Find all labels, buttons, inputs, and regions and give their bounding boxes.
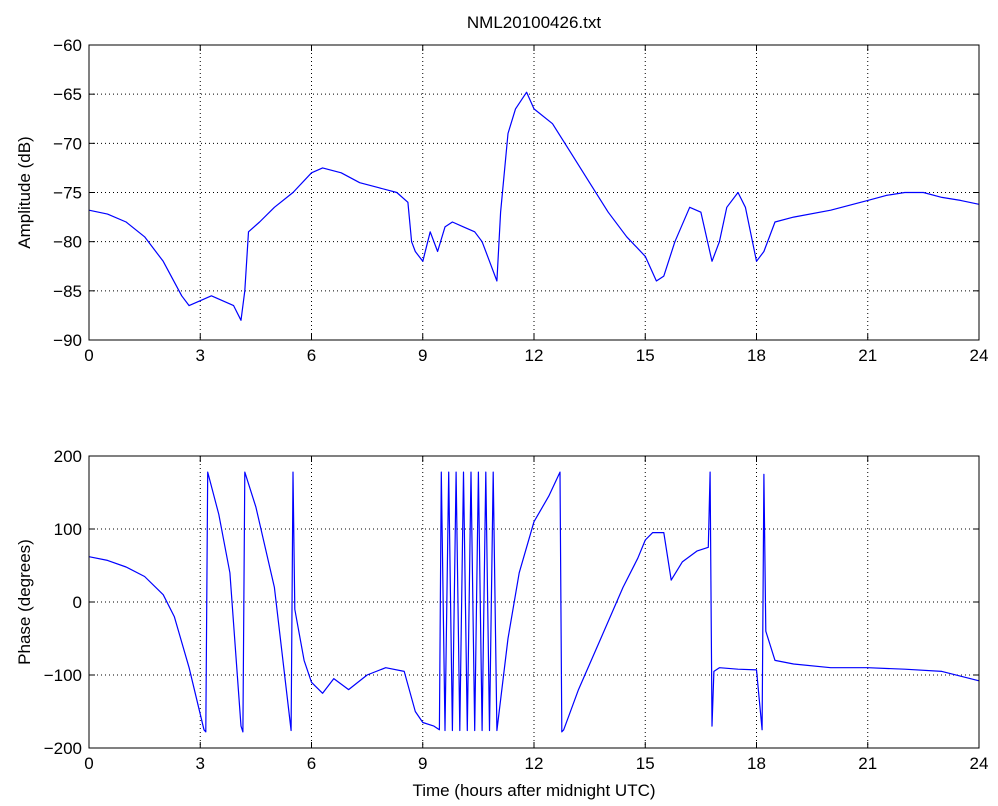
- phase-x-tick-labels: 0 3 6 9 12 15 18 21 24: [84, 754, 988, 773]
- phase-y-tick-label: 0: [73, 593, 82, 612]
- phase-x-tick-label: 9: [418, 754, 427, 773]
- amplitude-y-tick-label: −80: [53, 233, 82, 252]
- phase-x-tick-label: 15: [636, 754, 655, 773]
- amplitude-y-tick-label: −70: [53, 134, 82, 153]
- amplitude-x-tick-label: 3: [196, 346, 205, 365]
- phase-series-polyline: [88, 471, 980, 733]
- amplitude-y-tick-label: −85: [53, 282, 82, 301]
- phase-y-tick-label: 100: [54, 520, 82, 539]
- amplitude-grid: [89, 45, 979, 340]
- amplitude-x-tick-label: 15: [636, 346, 655, 365]
- amplitude-x-tick-label: 24: [970, 346, 989, 365]
- amplitude-series-polyline: [88, 91, 980, 321]
- amplitude-series-line: [88, 91, 980, 321]
- amplitude-x-tick-label: 12: [525, 346, 544, 365]
- amplitude-y-tick-label: −65: [53, 85, 82, 104]
- phase-x-tick-label: 24: [970, 754, 989, 773]
- phase-x-tick-label: 21: [858, 754, 877, 773]
- phase-x-axis-label: Time (hours after midnight UTC): [412, 781, 655, 800]
- phase-x-tick-label: 0: [84, 754, 93, 773]
- amplitude-x-tick-label: 21: [858, 346, 877, 365]
- amplitude-y-axis-label: Amplitude (dB): [15, 136, 34, 248]
- phase-y-tick-label: 200: [54, 447, 82, 466]
- amplitude-y-tick-label: −90: [53, 331, 82, 350]
- phase-x-tick-label: 6: [307, 754, 316, 773]
- phase-y-axis-label: Phase (degrees): [15, 539, 34, 665]
- phase-series-line: [88, 471, 980, 733]
- phase-axes-frame: [88, 455, 980, 749]
- amplitude-axes-frame: [88, 44, 980, 341]
- amplitude-x-tick-labels: 0 3 6 9 12 15 18 21 24: [84, 346, 988, 365]
- phase-plot: 0 3 6 9 12 15 18 21 24 −200 −100 0 100 200 Phase (de…: [15, 447, 988, 800]
- phase-y-tick-label: −100: [44, 666, 82, 685]
- amplitude-x-tick-label: 6: [307, 346, 316, 365]
- phase-y-tick-labels: −200 −100 0 100 200: [44, 447, 82, 758]
- phase-x-tick-label: 3: [196, 754, 205, 773]
- amplitude-x-tick-label: 9: [418, 346, 427, 365]
- amplitude-y-tick-label: −60: [53, 36, 82, 55]
- amplitude-x-tick-label: 18: [747, 346, 766, 365]
- amplitude-x-tick-label: 0: [84, 346, 93, 365]
- amplitude-y-tick-labels: −90 −85 −80 −75 −70 −65 −60: [53, 36, 82, 350]
- phase-x-tick-label: 12: [525, 754, 544, 773]
- amplitude-plot: 0 3 6 9 12 15 18 21 24 −90 −85 −80 −75 −70 −65 −60 Amp…: [15, 36, 988, 365]
- phase-x-tick-label: 18: [747, 754, 766, 773]
- amplitude-y-tick-label: −75: [53, 184, 82, 203]
- phase-y-tick-label: −200: [44, 739, 82, 758]
- figure-title: NML20100426.txt: [467, 13, 601, 32]
